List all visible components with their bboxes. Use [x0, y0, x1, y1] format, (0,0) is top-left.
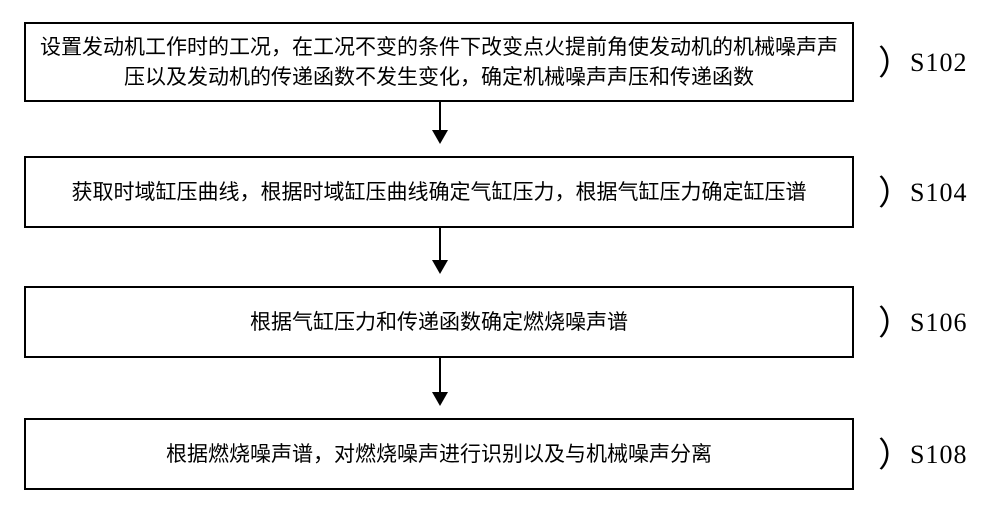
flow-step-s108: 根据燃烧噪声谱，对燃烧噪声进行识别以及与机械噪声分离 — [24, 418, 854, 490]
label-connector: ⌒ — [850, 175, 899, 207]
flowchart-canvas: 设置发动机工作时的工况，在工况不变的条件下改变点火提前角使发动机的机械噪声声压以… — [0, 0, 1000, 524]
flow-step-text: 设置发动机工作时的工况，在工况不变的条件下改变点火提前角使发动机的机械噪声声压以… — [40, 32, 838, 93]
flow-step-text: 获取时域缸压曲线，根据时域缸压曲线确定气缸压力，根据气缸压力确定缸压谱 — [72, 177, 807, 207]
label-connector: ⌒ — [850, 305, 899, 337]
flow-step-label-s104: S104 — [910, 178, 967, 208]
flow-step-s102: 设置发动机工作时的工况，在工况不变的条件下改变点火提前角使发动机的机械噪声声压以… — [24, 22, 854, 102]
label-connector: ⌒ — [850, 45, 899, 77]
label-connector: ⌒ — [850, 437, 899, 469]
flow-step-text: 根据气缸压力和传递函数确定燃烧噪声谱 — [250, 307, 628, 337]
flow-step-label-s108: S108 — [910, 440, 967, 470]
flow-step-s104: 获取时域缸压曲线，根据时域缸压曲线确定气缸压力，根据气缸压力确定缸压谱 — [24, 156, 854, 228]
flow-step-text: 根据燃烧噪声谱，对燃烧噪声进行识别以及与机械噪声分离 — [166, 439, 712, 469]
flow-step-label-s106: S106 — [910, 308, 967, 338]
flow-step-s106: 根据气缸压力和传递函数确定燃烧噪声谱 — [24, 286, 854, 358]
flow-step-label-s102: S102 — [910, 48, 967, 78]
